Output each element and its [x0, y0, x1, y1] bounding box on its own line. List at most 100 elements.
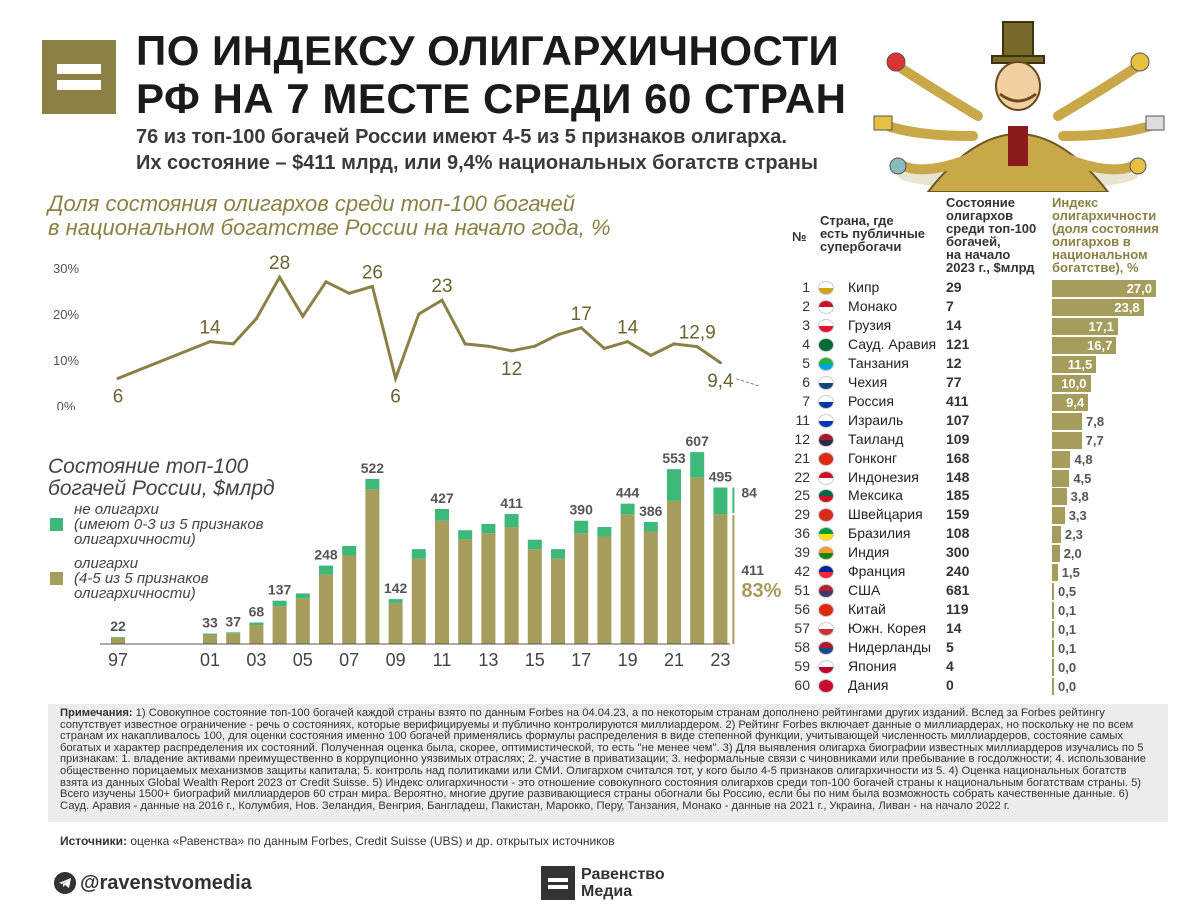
table-row: 11 Израиль 107 7,8: [780, 412, 1200, 431]
page-title-line1: ПО ИНДЕКСУ ОЛИГАРХИЧНОСТИ: [136, 27, 840, 74]
row-rank: 58: [794, 639, 810, 656]
row-rank: 11: [795, 411, 810, 428]
index-bar: [1052, 602, 1054, 620]
row-wealth: 109: [946, 430, 970, 447]
row-wealth: 12: [946, 354, 962, 371]
bar-oligarch: [388, 602, 403, 644]
table-header-index-line1: Индекс: [1052, 195, 1099, 210]
bar-oligarch: [365, 489, 380, 644]
table-row: 25 Мексика 185 3,8: [780, 487, 1200, 506]
table-row: 58 Нидерланды 5 0,1: [780, 639, 1200, 658]
telegram-icon[interactable]: [54, 872, 76, 894]
bar-x-tick-label: 01: [200, 650, 220, 670]
index-value-label: 7,8: [1086, 413, 1105, 429]
legend-non-oligarch: не олигархи (имеют 0-3 из 5 признаков ол…: [74, 502, 264, 547]
index-value-label: 10,0: [1061, 375, 1087, 391]
line-point: [347, 291, 351, 295]
line-y-tick-label: 0%: [57, 399, 76, 410]
index-value-label: 23,8: [1114, 299, 1140, 315]
row-wealth: 240: [946, 563, 970, 580]
line-data-label: 14: [617, 318, 639, 339]
table-header-index-line6: богатстве), %: [1052, 260, 1139, 275]
line-data-label: 14: [199, 318, 221, 339]
row-wealth: 107: [946, 411, 970, 428]
row-wealth: 159: [946, 506, 970, 523]
index-value-label: 7,7: [1085, 432, 1104, 448]
line-point: [370, 284, 374, 288]
table-header-wealth-line6: 2023 г., $млрд: [946, 260, 1035, 275]
country-flag-icon: [818, 470, 834, 485]
table-header-index-line5: национальном: [1052, 247, 1148, 262]
bar-non-oligarch: [458, 530, 473, 540]
country-flag-icon: [818, 489, 834, 504]
table-row: 5 Танзания 12 11,5: [780, 355, 1200, 374]
line-point: [695, 345, 699, 349]
oligarch-illustration: [873, 21, 1165, 192]
row-wealth: 411: [946, 392, 969, 409]
table-row: 2 Монако 7 23,8: [780, 298, 1200, 317]
bar-x-tick-label: 97: [108, 650, 128, 670]
legend-swatch-non-oligarch: [50, 518, 63, 531]
side-label-pct: 83%: [741, 580, 781, 602]
row-wealth: 5: [946, 639, 954, 656]
row-rank: 6: [802, 373, 810, 390]
index-value-label: 2,0: [1063, 546, 1082, 562]
line-data-label: 23: [431, 276, 452, 297]
table-row: 3 Грузия 14 17,1: [780, 317, 1200, 336]
page-title-line2: РФ НА 7 МЕСТЕ СРЕДИ 60 СТРАН: [136, 75, 847, 122]
bar-non-oligarch: [226, 632, 241, 634]
line-point: [718, 361, 722, 365]
country-flag-icon: [818, 413, 834, 428]
index-bar: [1052, 450, 1071, 468]
row-country: Таиланд: [848, 430, 904, 447]
sources: Источники: оценка «Равенства» по данным …: [60, 834, 615, 848]
line-point: [116, 376, 120, 380]
index-value-label: 9,4: [1066, 394, 1085, 410]
row-country: Сауд. Аравия: [848, 335, 937, 352]
legend-non-oligarch-line2: (имеют 0-3 из 5 признаков: [74, 516, 264, 533]
bar-x-tick-label: 07: [339, 650, 359, 670]
bar-oligarch: [342, 555, 357, 644]
table-header-wealth-line5: на начало: [946, 247, 1011, 262]
country-flag-icon: [818, 337, 834, 352]
line-data-label: 12,9: [679, 323, 716, 344]
bar-oligarch: [272, 606, 287, 644]
subtitle-line2: Их состояние – $411 млрд, или 9,4% нацио…: [136, 152, 818, 174]
country-flag-icon: [818, 622, 834, 637]
table-row: 57 Южн. Корея 14 0,1: [780, 620, 1200, 639]
bar-oligarch: [643, 531, 658, 644]
bar-x-tick-label: 09: [386, 650, 406, 670]
table-row: 7 Россия 411 9,4: [780, 393, 1200, 412]
line-point: [602, 347, 606, 350]
row-wealth: 4: [946, 658, 954, 674]
table-header-index-line3: (доля состояния: [1052, 221, 1159, 236]
bar-non-oligarch: [365, 478, 380, 490]
row-country: Россия: [848, 392, 894, 409]
index-bar: [1052, 583, 1054, 601]
line-point: [486, 344, 490, 348]
row-country: Кипр: [848, 279, 880, 295]
bar-x-tick-label: 17: [571, 650, 591, 670]
index-value-label: 27,0: [1126, 281, 1152, 296]
index-bar: [1052, 280, 1156, 297]
brand-name: Равенство Медиа: [581, 866, 665, 900]
row-country: Швейцария: [848, 506, 923, 523]
country-flag-icon: [818, 451, 834, 466]
legend-non-oligarch-line1: не олигархи: [74, 501, 159, 518]
social-handle-link[interactable]: @ravenstvomedia: [80, 872, 252, 894]
bar-non-oligarch: [620, 503, 635, 515]
table-header-country: Страна, где есть публичные супербогачи: [820, 214, 925, 253]
bar-total-label: 386: [639, 503, 663, 519]
index-value-label: 17,1: [1088, 318, 1114, 334]
row-rank: 21: [794, 449, 810, 466]
bar-non-oligarch: [597, 527, 612, 537]
bar-non-oligarch: [272, 600, 287, 607]
bar-total-label: 553: [662, 450, 686, 466]
bar-x-tick-label: 11: [433, 650, 452, 670]
row-wealth: 121: [946, 335, 970, 352]
row-wealth: 168: [946, 449, 970, 466]
row-wealth: 0: [946, 676, 954, 693]
row-country: Индонезия: [848, 468, 919, 485]
index-value-label: 3,3: [1068, 508, 1087, 524]
